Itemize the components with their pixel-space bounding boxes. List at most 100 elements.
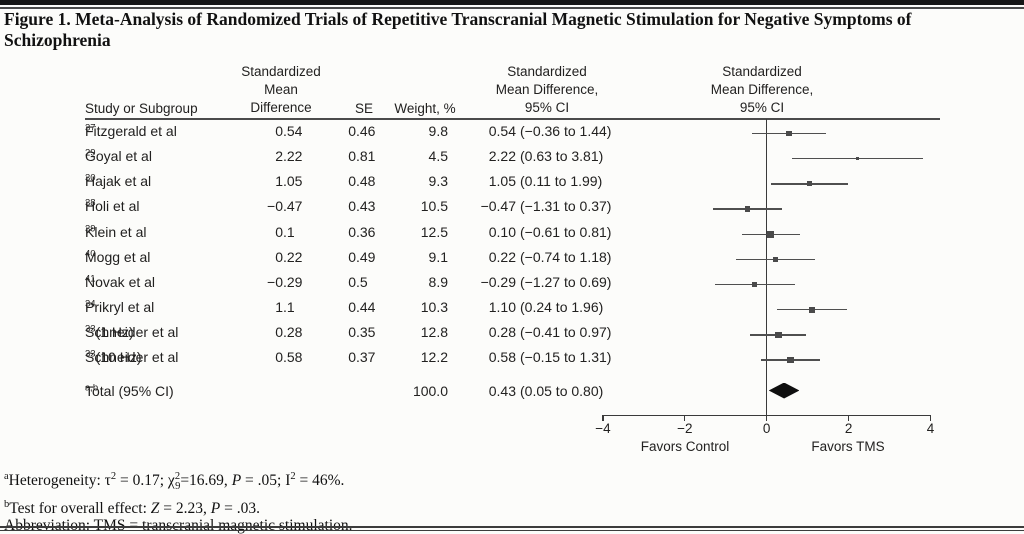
zero-effect-line — [765, 118, 768, 415]
footnote-text: 2 — [110, 471, 117, 482]
table-row: Mogg et al 40 0 .22 0 .49 9.1 0.22 (−0.74… — [0, 245, 1024, 270]
ci-estimate: 0.58 — [488, 349, 516, 366]
footnote-text: b — [4, 498, 10, 510]
study-label: Schneider et al 33 (1 Hz) — [85, 323, 179, 341]
footnote-line: bTest for overall effect: Z = 2.23, P = … — [4, 496, 1004, 518]
weight-value: 9.1 — [428, 248, 448, 265]
table-row: Schneider et al 33 (1 Hz) 0 .28 0 .35 12.… — [0, 320, 1024, 345]
se-value-fraction: .43 — [356, 198, 376, 215]
total-ci-estimate: 0.43 — [488, 383, 516, 399]
table-row: Holi et al 38 −0 .47 0 .43 10.5 −0.47 (−1… — [0, 194, 1024, 219]
se-value: 0 — [348, 223, 356, 240]
ci-range: (−1.31 to 0.37) — [520, 198, 612, 215]
header-rule — [85, 118, 940, 120]
total-ci-range: (0.05 to 0.80) — [520, 383, 604, 399]
ci-estimate: 2.22 — [488, 148, 516, 165]
study-label: Fitzgerald et al 37 — [85, 122, 177, 139]
axis-tick — [847, 415, 850, 422]
header-weight: Weight, % — [394, 101, 456, 116]
study-label: Hajak et al 30 — [85, 172, 152, 190]
study-label: Klein et al 39 — [85, 222, 147, 240]
se-value-fraction: .48 — [356, 173, 376, 190]
axis-tick — [602, 415, 604, 422]
study-reference-superscript: 33 — [85, 348, 96, 360]
study-label: Goyal et al 29 — [85, 147, 152, 165]
header-smd-line: Standardized — [241, 64, 321, 79]
ci-range: (−0.15 to 1.31) — [520, 349, 612, 366]
smd-value: 2 — [275, 148, 283, 165]
point-estimate-marker — [807, 181, 813, 187]
top-thick-rule — [0, 0, 1024, 5]
footnote-text: 9 — [175, 481, 181, 493]
study-label: Holi et al 38 — [85, 197, 140, 215]
study-label: Schneider et al 33 (10 Hz) — [85, 348, 179, 366]
ci-range: (−0.74 to 1.18) — [520, 248, 612, 265]
smd-value-fraction: .28 — [283, 324, 303, 341]
bottom-rule-1 — [0, 526, 1024, 528]
favors-control-label: Favors Control — [640, 439, 730, 454]
point-estimate-marker — [808, 306, 815, 313]
smd-value-fraction: .05 — [283, 173, 303, 190]
table-row: Schneider et al 33 (10 Hz) 0 .58 0 .37 12… — [0, 345, 1024, 370]
weight-value: 10.3 — [420, 299, 448, 316]
se-value: 0 — [348, 148, 356, 165]
study-reference-superscript: 37 — [85, 122, 96, 134]
se-value-fraction: .37 — [356, 349, 376, 366]
point-estimate-marker — [773, 256, 779, 262]
header-ci-column: Standardized Mean Difference, 95% CI — [462, 63, 632, 117]
footnote-text: P — [231, 472, 242, 490]
ci-range: (0.11 to 1.99) — [520, 173, 603, 190]
footnote-text: = 46%. — [295, 472, 345, 490]
se-value-fraction: .36 — [356, 223, 376, 240]
axis-tick-label: −4 — [595, 420, 611, 436]
weight-value: 12.5 — [420, 223, 448, 240]
weight-value: 12.8 — [420, 324, 448, 341]
footnote-text: a — [4, 471, 9, 482]
total-row: Total (95% CI) a,b 100.0 0.43 (0.05 to 0.… — [0, 379, 1024, 404]
point-estimate-marker — [752, 282, 758, 288]
weight-value: 10.5 — [420, 198, 448, 215]
footnote-text: = .05; I — [241, 472, 291, 490]
axis-tick — [684, 415, 686, 422]
ci-estimate: 0.22 — [488, 248, 516, 265]
table-row: Fitzgerald et al 37 0 .54 0 .46 9.8 0.54 … — [0, 119, 1024, 144]
study-reference-superscript: 40 — [85, 248, 96, 260]
point-estimate-marker — [786, 130, 792, 137]
footnote-text: Z — [150, 499, 160, 517]
bottom-rule-2 — [0, 529, 1024, 531]
se-value: 0 — [348, 349, 356, 366]
footnote-text: 2 — [174, 471, 181, 482]
smd-value: −0 — [267, 198, 283, 215]
header-smd: Standardized Mean Difference — [191, 63, 371, 117]
smd-value: 0 — [275, 223, 283, 240]
axis-tick-label: −2 — [677, 420, 693, 436]
se-value-fraction: .49 — [356, 248, 376, 265]
ci-range: (−0.36 to 1.44) — [520, 123, 612, 139]
total-weight: 100.0 — [412, 383, 448, 399]
study-reference-superscript: 38 — [85, 197, 96, 209]
ci-range: (−0.61 to 0.81) — [520, 223, 612, 240]
se-value: 0 — [348, 123, 356, 139]
header-smd-line: Difference — [250, 100, 312, 115]
study-reference-superscript: 29 — [85, 147, 96, 159]
header-ci-line: Mean Difference, — [495, 82, 599, 97]
header-plot-line: Mean Difference, — [710, 82, 814, 97]
x-axis — [601, 414, 932, 417]
se-value-fraction: .35 — [356, 324, 376, 341]
se-value: 0 — [348, 198, 356, 215]
footnote-text: P — [210, 499, 221, 517]
table-row: Klein et al 39 0 .1 0 .36 12.5 0.10 (−0.6… — [0, 220, 1024, 245]
top-thin-rule — [0, 7, 1024, 9]
axis-tick-label: 4 — [926, 420, 935, 436]
total-label: Total (95% CI) a,b — [85, 382, 174, 399]
smd-value: 0 — [275, 123, 283, 139]
ci-range: (0.63 to 3.81) — [520, 148, 604, 165]
smd-value-fraction: .1 — [283, 299, 295, 316]
study-reference-superscript: 30 — [85, 172, 96, 184]
smd-value-fraction: .22 — [283, 148, 303, 165]
ci-estimate: 0.28 — [488, 324, 516, 341]
point-estimate-marker — [774, 331, 782, 339]
footnote-text: =16.69, — [180, 472, 232, 490]
ci-range: (−0.41 to 0.97) — [520, 324, 612, 341]
total-footnote-marks: a,b — [85, 382, 99, 394]
